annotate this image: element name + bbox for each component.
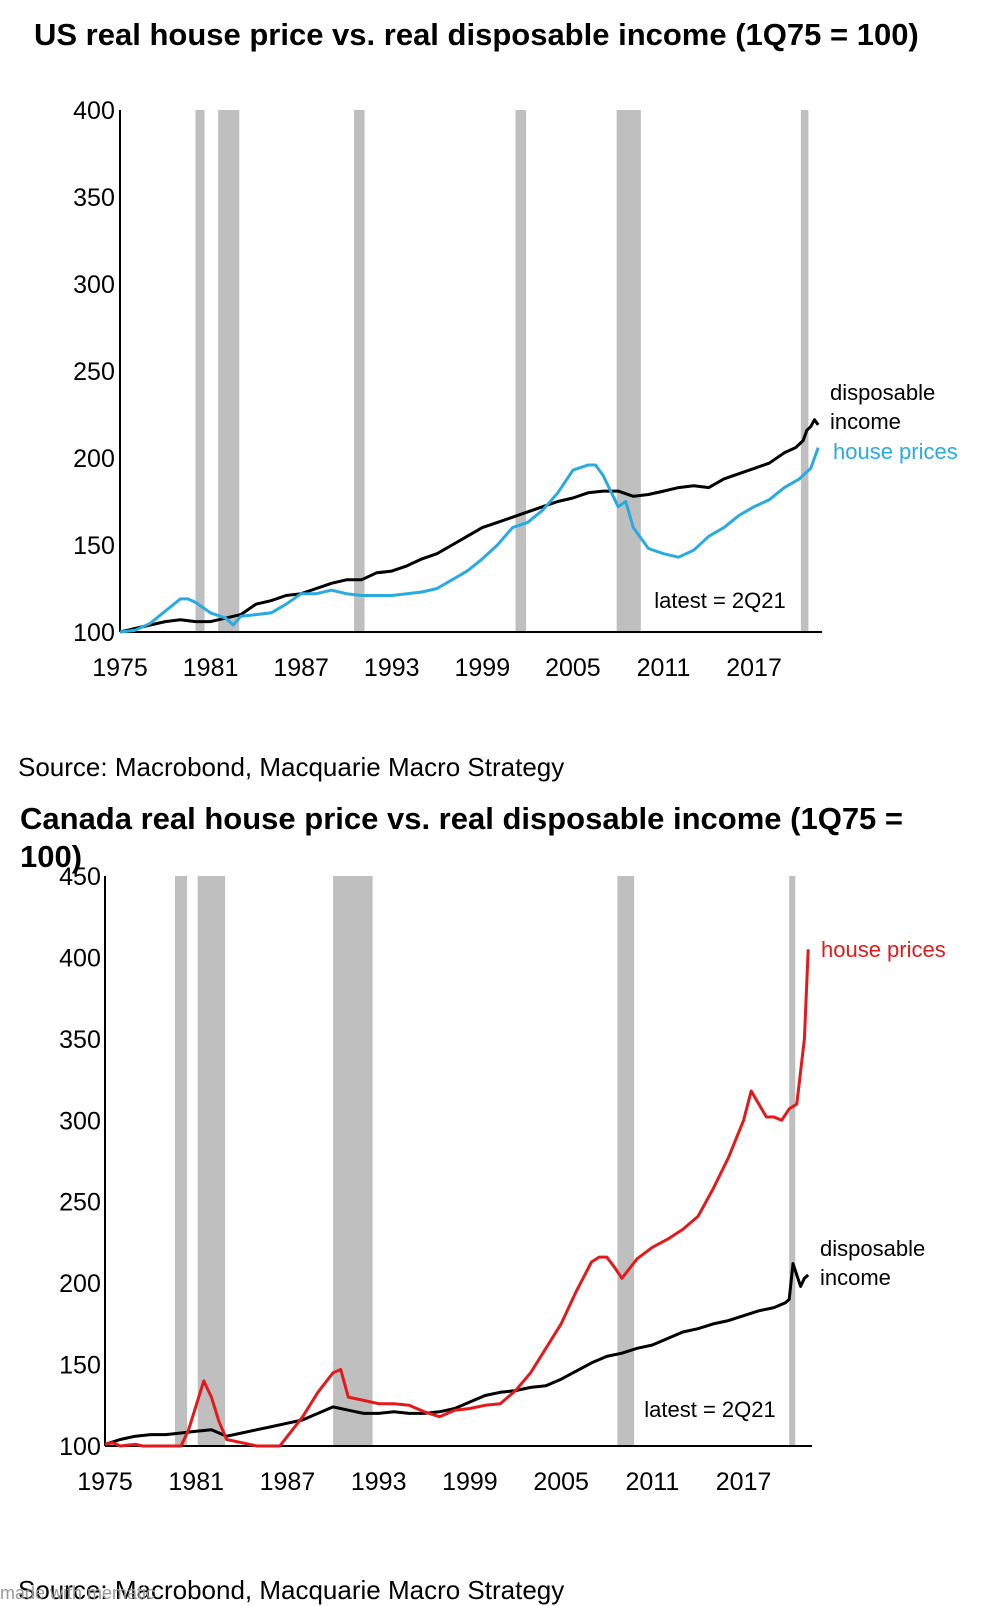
recession-band: [354, 110, 365, 632]
y-tick-label: 350: [59, 1026, 101, 1054]
house-prices-label: house prices: [821, 937, 946, 962]
x-tick-label: 1993: [351, 1468, 407, 1496]
latest-note: latest = 2Q21: [644, 1397, 775, 1422]
y-tick-label: 300: [73, 271, 115, 299]
recession-band: [515, 110, 527, 632]
recession-band: [218, 110, 240, 632]
disposable-income-label: disposable income: [820, 1236, 925, 1290]
us-house-price-chart: 100 150 200 250 300 350 400 1975 1981 1987 1993 199…: [73, 97, 958, 682]
x-tick-label: 1981: [168, 1468, 224, 1496]
source-note-us: Source: Macrobond, Macquarie Macro Strat…: [18, 752, 565, 782]
x-tick-label: 1981: [183, 654, 239, 682]
recession-band: [617, 876, 635, 1446]
x-tick-label: 2005: [533, 1468, 589, 1496]
y-tick-label: 150: [73, 532, 115, 560]
x-tick-label: 1999: [455, 654, 511, 682]
recession-band: [616, 110, 641, 632]
series-line-disposable-income: [119, 418, 820, 634]
y-tick-label: 250: [59, 1189, 101, 1217]
x-tick-label: 2017: [716, 1468, 772, 1496]
x-tick-label: 2011: [637, 654, 691, 682]
x-tick-label: 1975: [77, 1468, 133, 1496]
y-tick-label: 150: [59, 1352, 101, 1380]
y-tick-label: 100: [73, 619, 115, 647]
y-tick-label: 400: [59, 944, 101, 972]
y-tick-label: 200: [59, 1270, 101, 1298]
x-tick-label: 1987: [260, 1468, 316, 1496]
series-line-house-prices: [119, 447, 820, 634]
recession-band: [195, 110, 205, 632]
x-tick-label: 1975: [92, 654, 148, 682]
x-tick-label: 2017: [726, 654, 782, 682]
series-line-house-prices: [104, 949, 810, 1448]
watermark: made with mematic: [0, 1583, 156, 1603]
source-note-canada: Source: Macrobond, Macquarie Macro Strat…: [18, 1575, 565, 1605]
recession-band: [174, 876, 188, 1446]
x-tick-label: 2011: [625, 1468, 679, 1496]
y-tick-label: 350: [73, 184, 115, 212]
disposable-income-label: disposable income: [830, 380, 935, 434]
x-tick-label: 1993: [364, 654, 420, 682]
chart-title-canada: Canada real house price vs. real disposa…: [20, 801, 904, 874]
canada-house-price-chart: 100 150 200 250 300 350 400 450 1975 1981 1987 1993…: [59, 863, 946, 1496]
house-prices-label: house prices: [833, 439, 958, 464]
x-tick-label: 2005: [545, 654, 601, 682]
chart-title-us: US real house price vs. real disposable …: [34, 17, 919, 52]
recession-band: [333, 876, 373, 1446]
y-tick-label: 100: [59, 1433, 101, 1461]
recession-band: [197, 876, 226, 1446]
series-line-disposable-income: [104, 1262, 810, 1446]
y-tick-label: 400: [73, 97, 115, 125]
recession-band: [789, 876, 796, 1446]
y-tick-label: 250: [73, 358, 115, 386]
y-tick-label: 450: [59, 863, 101, 891]
x-tick-label: 1987: [273, 654, 329, 682]
y-tick-label: 200: [73, 445, 115, 473]
x-tick-label: 1999: [442, 1468, 498, 1496]
latest-note: latest = 2Q21: [654, 588, 785, 613]
recession-band: [800, 110, 809, 632]
y-tick-label: 300: [59, 1107, 101, 1135]
